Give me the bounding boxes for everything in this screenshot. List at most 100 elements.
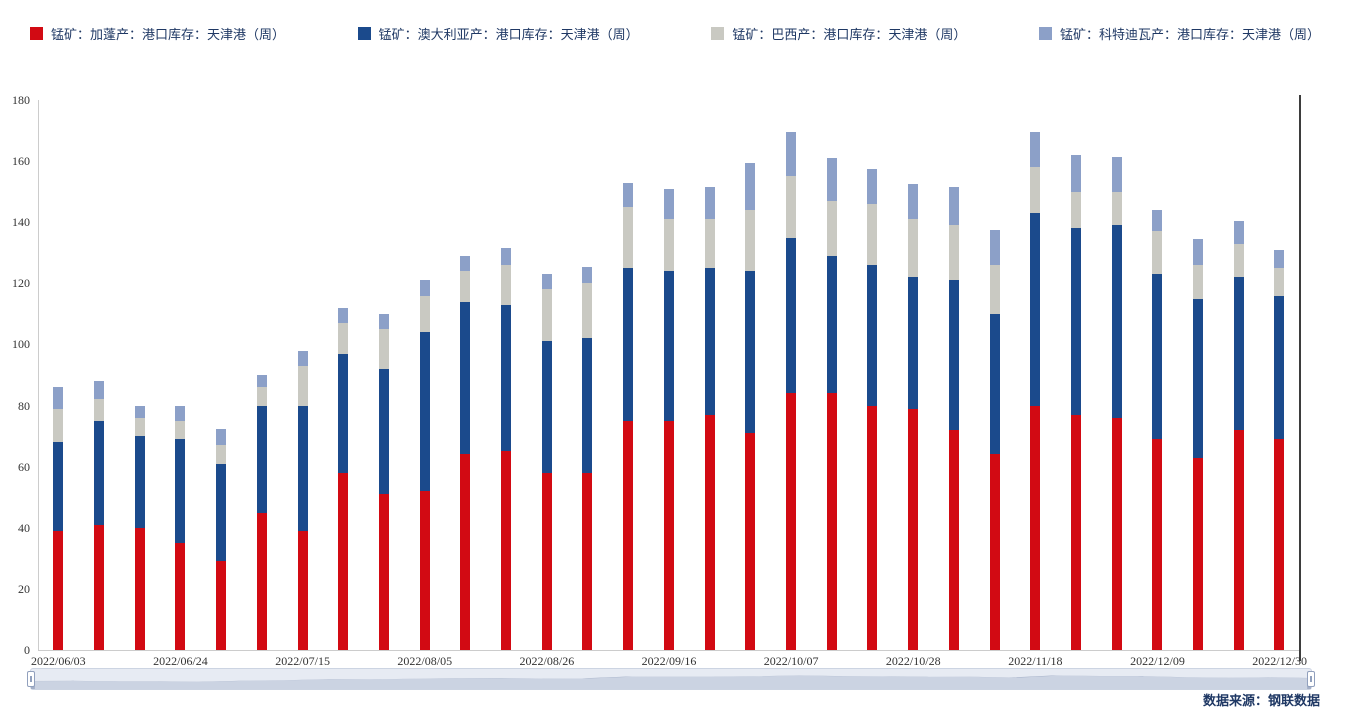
datazoom-slider[interactable] [27,668,1315,690]
legend-label: 锰矿：澳大利亚产：港口库存：天津港（周） [378,27,639,42]
stacked-bar[interactable] [297,100,308,650]
bar-slot [933,100,974,650]
y-axis: 0 20 40 60 80 100 120 140 160 180 [0,94,32,656]
bar-segment [867,405,878,650]
stacked-bar[interactable] [1193,100,1204,650]
stacked-bar[interactable] [948,100,959,650]
bar-segment [623,206,634,269]
stacked-bar[interactable] [175,100,186,650]
data-source-note: 数据来源：钢联数据 [1202,693,1320,708]
bar-segment [460,271,471,302]
legend-item[interactable]: 锰矿：巴西产：港口库存：天津港（周） [711,24,966,43]
bar-segment [989,265,1000,314]
legend: 锰矿：加蓬产：港口库存：天津港（周） 锰矿：澳大利亚产：港口库存：天津港（周） 锰矿… [30,24,1320,43]
bar-segment [134,417,145,437]
stacked-bar[interactable] [786,100,796,650]
stacked-bar[interactable] [1274,100,1285,650]
stacked-bar[interactable] [94,100,105,650]
bar-segment [541,289,552,342]
y-tick-label: 140 [12,215,30,230]
legend-swatch [30,27,43,40]
stacked-bar[interactable] [338,100,349,650]
stacked-bar[interactable] [704,100,715,650]
bar-segment [256,375,267,388]
stacked-bar[interactable] [663,100,674,650]
bar-segment [53,408,64,443]
stacked-bar[interactable] [1233,100,1244,650]
stacked-bar[interactable] [826,100,837,650]
bar-segment [378,368,389,495]
bar-segment [256,405,267,513]
y-tick-label: 80 [18,398,30,413]
bar-segment [460,301,471,455]
stacked-bar[interactable] [1070,100,1081,650]
bar-segment [460,454,471,650]
stacked-bar[interactable] [1030,100,1041,650]
stacked-bar[interactable] [216,100,227,650]
stacked-bar[interactable] [623,100,634,650]
bar-segment [826,200,837,256]
y-tick-label: 40 [18,520,30,535]
datazoom-right-handle[interactable] [1307,671,1315,687]
bar-slot [1056,100,1097,650]
bar-segment [1111,156,1122,192]
bar-segment [1233,220,1244,244]
bar-segment [216,561,227,650]
bar-slot [160,100,201,650]
bar-segment [582,266,593,284]
bar-segment [623,420,634,650]
x-tick-label: 2022/10/07 [763,654,819,668]
bar-segment [419,332,430,492]
stacked-bar[interactable] [745,100,756,650]
stacked-bar[interactable] [1111,100,1122,650]
y-tick-label: 160 [12,154,30,169]
stacked-bar[interactable] [134,100,145,650]
bar-segment [460,255,471,272]
legend-label: 锰矿：加蓬产：港口库存：天津港（周） [51,27,286,42]
datazoom-left-handle[interactable] [27,671,35,687]
bar-segment [94,381,105,400]
bar-segment [175,543,186,650]
bar-segment [582,338,593,473]
x-tick-label: 2022/06/03 [31,654,86,668]
stacked-bar[interactable] [867,100,878,650]
bar-slot [119,100,160,650]
legend-swatch [357,27,371,40]
bar-segment [704,187,715,220]
bar-slot [38,100,79,650]
legend-item[interactable]: 锰矿：加蓬产：港口库存：天津港（周） [30,24,285,43]
stacked-bar[interactable] [541,100,552,650]
stacked-bar[interactable] [378,100,389,650]
stacked-bar[interactable] [989,100,1000,650]
bar-segment [745,162,756,211]
stacked-bar[interactable] [908,100,919,650]
stacked-bar[interactable] [582,100,593,650]
x-tick-label: 2022/08/26 [519,654,575,668]
stacked-bar[interactable] [1152,100,1163,650]
bar-slot [282,100,323,650]
x-tick-label: 2022/12/30 [1252,654,1307,668]
bar-slot [567,100,608,650]
legend-item[interactable]: 锰矿：澳大利亚产：港口库存：天津港（周） [357,24,639,43]
bar-segment [53,442,64,531]
bar-segment [623,268,634,421]
stacked-bar[interactable] [460,100,471,650]
bar-segment [867,203,878,266]
x-tick-label: 2022/08/05 [397,654,453,668]
bar-segment [704,414,715,650]
stacked-bar[interactable] [501,100,512,650]
bar-segment [1152,231,1163,275]
bar-segment [297,350,308,366]
stacked-bar[interactable] [53,100,64,650]
bar-slot [852,100,893,650]
legend-item[interactable]: 锰矿：科特迪瓦产：港口库存：天津港（周） [1038,24,1320,43]
bar-segment [745,210,756,272]
bar-slot [893,100,934,650]
stacked-bar[interactable] [256,100,267,650]
bar-segment [908,184,919,220]
bar-segment [826,158,837,201]
bar-segment [989,454,1000,650]
bar-segment [1030,132,1041,168]
stacked-bar[interactable] [419,100,430,650]
bar-slot [1015,100,1056,650]
